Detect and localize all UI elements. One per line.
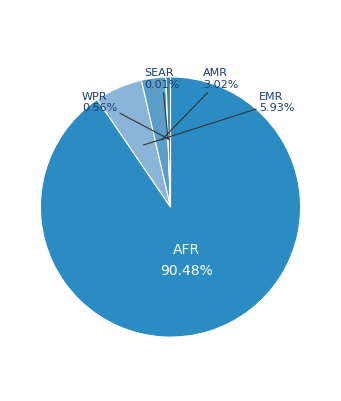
Text: WPR
0.56%: WPR 0.56% xyxy=(82,92,169,140)
Text: SEAR
0.01%: SEAR 0.01% xyxy=(145,68,180,140)
Text: AMR
3.02%: AMR 3.02% xyxy=(162,68,238,140)
Text: EMR
5.93%: EMR 5.93% xyxy=(144,92,294,145)
Wedge shape xyxy=(97,80,170,207)
Wedge shape xyxy=(166,77,170,207)
Wedge shape xyxy=(166,77,170,207)
Text: AFR: AFR xyxy=(173,243,200,257)
Text: 90.48%: 90.48% xyxy=(160,264,213,278)
Wedge shape xyxy=(41,77,300,337)
Wedge shape xyxy=(142,77,170,207)
